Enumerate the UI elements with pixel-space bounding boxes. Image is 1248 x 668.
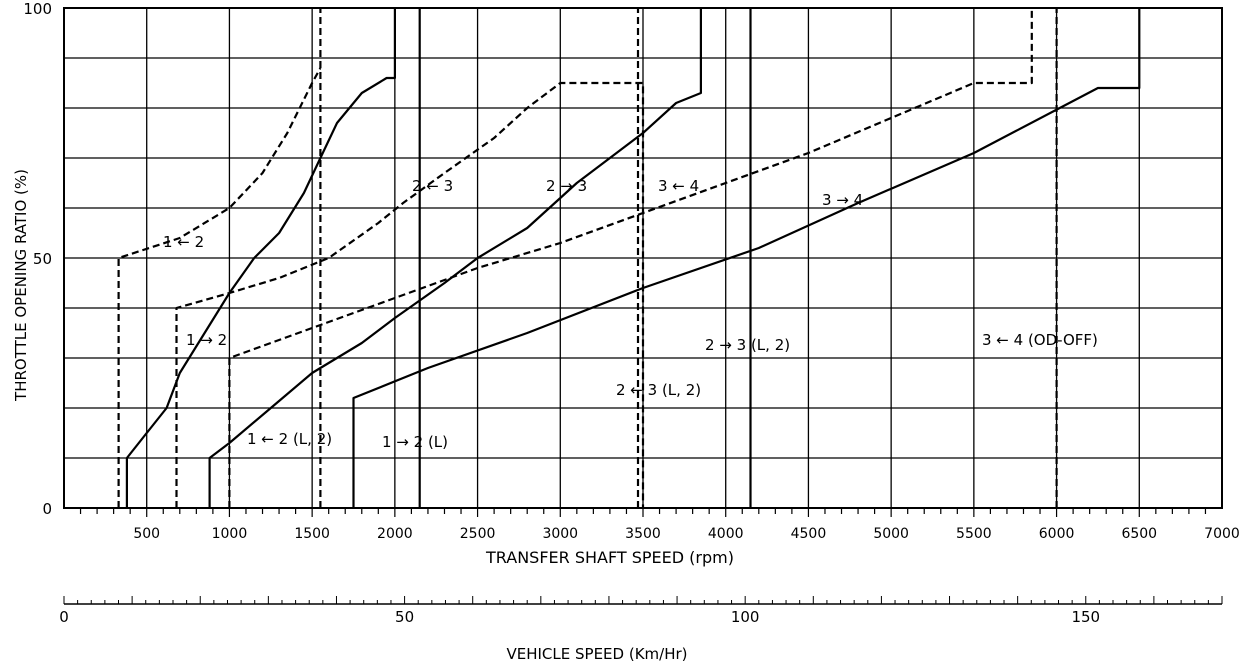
secondary-axis-title: VEHICLE SPEED (Km/Hr) — [506, 645, 687, 663]
x-tick-label: 6500 — [1121, 526, 1157, 542]
series-label: 2 → 3 — [546, 177, 587, 195]
x-tick-label: 1000 — [212, 526, 248, 542]
x-tick-labels: 500 1000 1500 2000 2500 3000 3500 4000 4500 5000 5… — [133, 526, 1239, 542]
y-tick-label: 50 — [33, 250, 52, 268]
series-line — [208, 8, 703, 508]
series-label: 2 ← 3 — [412, 177, 453, 195]
series-label: 2 ← 3 (L, 2) — [616, 381, 701, 399]
series-line — [352, 8, 1141, 508]
x-tick-label: 3500 — [625, 526, 661, 542]
series-line — [125, 8, 396, 508]
x-tick-label: 2500 — [460, 526, 496, 542]
series-label: 1 → 2 — [186, 331, 227, 349]
x-tick-label: 3000 — [542, 526, 578, 542]
secondary-tick-label: 100 — [731, 608, 760, 626]
series-label: 1 ← 2 — [163, 233, 204, 251]
series-line — [228, 8, 1033, 508]
vehicle-speed-scale: 0 50 100 150 — [59, 596, 1223, 626]
x-tick-label: 5500 — [956, 526, 992, 542]
series-line — [175, 81, 645, 508]
y-tick-label: 0 — [42, 500, 52, 518]
y-tick-labels: 0 50 100 — [23, 0, 52, 518]
series-labels: 1 ← 2 1 → 2 2 ← 3 2 → 3 3 ← 4 3 → 4 1 ← 2 (L, … — [163, 177, 1098, 451]
x-tick-label: 7000 — [1204, 526, 1240, 542]
chart-grid — [63, 7, 1223, 509]
x-axis-title: TRANSFER SHAFT SPEED (rpm) — [485, 548, 734, 567]
y-axis-title: THROTTLE OPENING RATIO (%) — [12, 169, 30, 402]
x-tick-label: 1500 — [294, 526, 330, 542]
series-label: 1 → 2 (L) — [382, 433, 448, 451]
series-label: 1 ← 2 (L, 2) — [247, 430, 332, 448]
series-label: 2 → 3 (L, 2) — [705, 336, 790, 354]
series-line — [117, 67, 322, 508]
series-label: 3 ← 4 (OD-OFF) — [982, 331, 1098, 349]
x-tick-label: 4500 — [791, 526, 827, 542]
x-axis-ticks — [79, 508, 1207, 517]
series-label: 3 → 4 — [822, 191, 863, 209]
chart-series — [117, 8, 1141, 508]
x-tick-label: 5000 — [873, 526, 909, 542]
secondary-tick-label: 0 — [59, 608, 69, 626]
x-tick-label: 4000 — [708, 526, 744, 542]
series-label: 3 ← 4 — [658, 177, 699, 195]
x-tick-label: 6000 — [1039, 526, 1075, 542]
secondary-tick-label: 150 — [1071, 608, 1100, 626]
y-tick-label: 100 — [23, 0, 52, 18]
x-tick-label: 500 — [133, 526, 160, 542]
secondary-tick-label: 50 — [395, 608, 414, 626]
x-tick-label: 2000 — [377, 526, 413, 542]
